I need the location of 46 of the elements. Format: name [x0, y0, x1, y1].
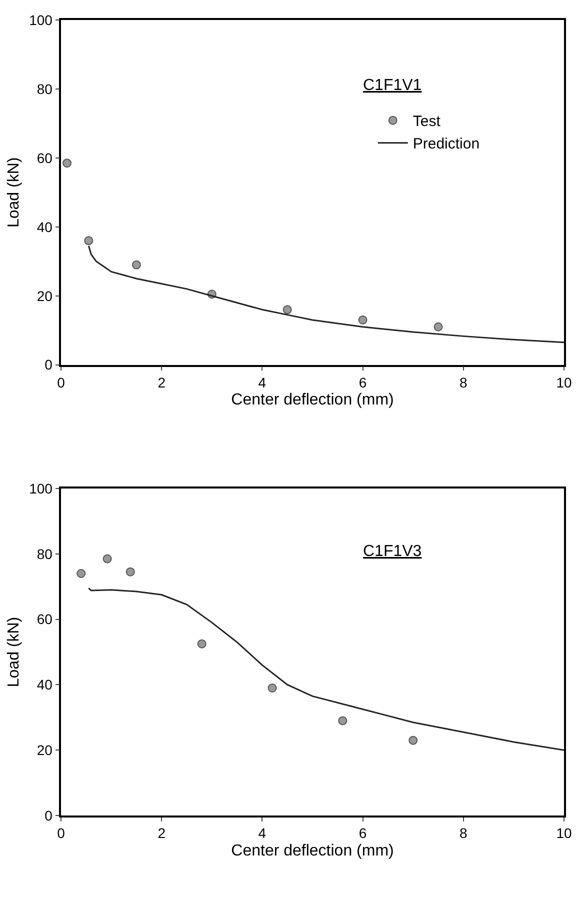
y-tick-label: 0: [44, 807, 53, 824]
y-tick-label: 20: [36, 288, 53, 304]
annotation: C1F1V1: [363, 77, 422, 94]
x-tick-label: 10: [556, 374, 572, 390]
point: [132, 260, 141, 270]
point: [126, 567, 135, 576]
point: [338, 716, 348, 726]
point: [76, 568, 86, 578]
point: [84, 236, 94, 246]
y-tick-label: 40: [36, 218, 53, 235]
x-axis-title: Center deflection (mm): [231, 842, 394, 860]
x-tick-label: 2: [158, 825, 166, 842]
point: [358, 315, 368, 324]
y-tick-label: 60: [36, 611, 53, 628]
x-tick-label: 0: [57, 825, 66, 842]
point: [102, 554, 112, 564]
x-tick-label: 8: [460, 374, 468, 390]
x-tick-label: 4: [258, 374, 266, 390]
x-tick-label: 2: [158, 374, 166, 390]
point: [62, 158, 72, 168]
point: [408, 736, 418, 745]
point: [268, 683, 277, 692]
y-axis-title: Load (kN): [5, 616, 22, 688]
legend-label: Prediction: [412, 136, 480, 153]
x-axis-title: Center deflection (mm): [231, 392, 394, 409]
y-axis-title: Load (kN): [5, 157, 22, 228]
x-tick-label: 6: [358, 825, 367, 842]
x-tick-label: 8: [460, 825, 468, 842]
x-tick-label: 0: [57, 374, 66, 390]
legend-label: Test: [412, 113, 442, 130]
y-tick-label: 20: [36, 742, 53, 758]
y-tick-label: 60: [36, 150, 53, 166]
y-tick-label: 100: [29, 480, 53, 496]
x-tick-label: 10: [556, 825, 572, 842]
point: [197, 639, 206, 648]
y-tick-label: 40: [36, 676, 53, 693]
line-series: [88, 587, 564, 751]
y-tick-label: 0: [44, 356, 53, 373]
x-tick-label: 6: [358, 374, 367, 390]
y-tick-label: 100: [29, 12, 53, 28]
annotation: C1F1V3: [363, 543, 422, 560]
y-tick-label: 80: [36, 546, 53, 562]
x-tick-label: 4: [258, 825, 266, 842]
point: [434, 322, 443, 332]
point: [282, 305, 292, 314]
y-tick-label: 80: [36, 80, 53, 97]
